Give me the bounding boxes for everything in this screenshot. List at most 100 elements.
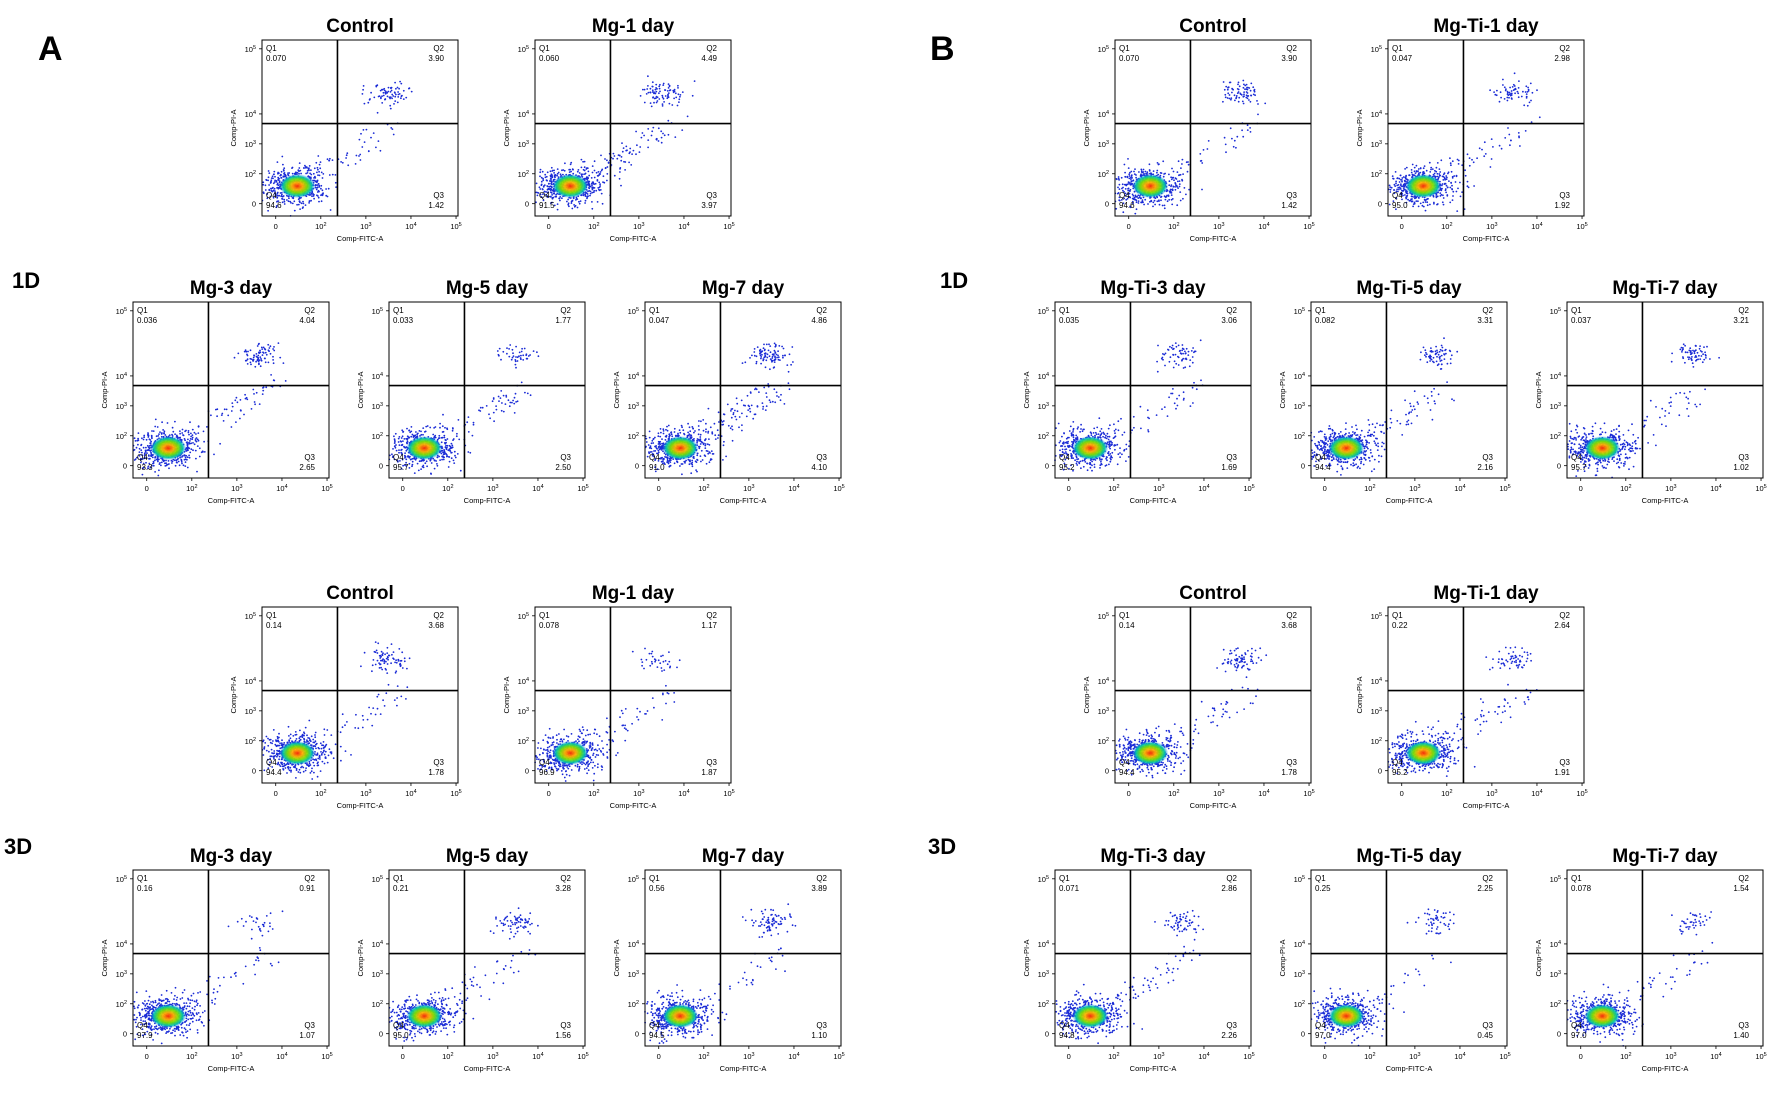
- quadrant-value-q2: 2.64: [1554, 621, 1570, 630]
- x-tick-label: 103: [743, 484, 754, 493]
- x-tick-label: 104: [1531, 222, 1542, 231]
- x-tick-label: 0: [1127, 789, 1131, 798]
- quadrant-value-q4: 94.5: [649, 1031, 665, 1040]
- density-hotspot: [1405, 741, 1442, 766]
- density-hotspot: [150, 1004, 187, 1029]
- quadrant-value-q3: 1.07: [299, 1031, 315, 1040]
- plot-title: Mg-7 day: [702, 846, 785, 867]
- quadrant-label-q2: Q2: [1286, 44, 1297, 53]
- y-tick-label: 104: [1550, 372, 1561, 381]
- row-label-b-1d: 1D: [940, 268, 968, 293]
- y-tick-label: 102: [1550, 432, 1561, 441]
- y-tick-label: 103: [1098, 707, 1109, 716]
- plot-title: Mg-5 day: [446, 278, 529, 299]
- quadrant-label-q4: Q4: [1119, 758, 1130, 767]
- quadrant-value-q2: 3.90: [1281, 54, 1297, 63]
- quadrant-label-q1: Q1: [1392, 611, 1403, 620]
- scatter-points: [1310, 908, 1455, 1047]
- plot-frame: [261, 39, 459, 217]
- quadrant-label-q1: Q1: [649, 874, 660, 883]
- x-tick-label: 103: [743, 1052, 754, 1061]
- y-tick-label: 0: [252, 767, 256, 776]
- x-tick-label: 102: [442, 1052, 453, 1061]
- quadrant-value-q4: 96.9: [539, 768, 555, 777]
- quadrant-value-q3: 1.02: [1733, 463, 1749, 472]
- y-tick-label: 0: [525, 767, 529, 776]
- x-tick-label: 102: [1620, 1052, 1631, 1061]
- quadrant-value-q3: 2.26: [1221, 1031, 1237, 1040]
- x-tick-label: 102: [1620, 484, 1631, 493]
- x-tick-label: 103: [487, 1052, 498, 1061]
- quadrant-value-q3: 1.87: [701, 768, 717, 777]
- y-axis-label: Comp-PI-A: [1022, 939, 1031, 976]
- x-tick-label: 105: [1243, 484, 1254, 493]
- x-tick-label: 102: [1441, 222, 1452, 231]
- quadrant-label-q3: Q3: [304, 1021, 315, 1030]
- x-tick-label: 102: [698, 1052, 709, 1061]
- x-tick-label: 105: [1576, 789, 1587, 798]
- quadrant-label-q4: Q4: [137, 1021, 148, 1030]
- y-axis-label: Comp-PI-A: [229, 676, 238, 713]
- quadrant-value-q1: 0.21: [393, 884, 409, 893]
- quadrant-value-q4: 95.2: [1392, 768, 1408, 777]
- x-tick-label: 105: [1499, 1052, 1510, 1061]
- x-tick-label: 0: [1579, 484, 1583, 493]
- plot-title: Mg-Ti-3 day: [1100, 278, 1206, 299]
- quadrant-value-q3: 1.42: [1281, 201, 1297, 210]
- quadrant-label-q1: Q1: [1571, 874, 1582, 883]
- x-tick-label: 102: [1108, 484, 1119, 493]
- x-tick-label: 0: [274, 789, 278, 798]
- quadrant-label-q2: Q2: [1482, 874, 1493, 883]
- quadrant-value-q1: 0.078: [539, 621, 560, 630]
- quadrant-label-q1: Q1: [649, 306, 660, 315]
- y-tick-label: 104: [1038, 940, 1049, 949]
- y-tick-label: 105: [1098, 45, 1109, 54]
- x-tick-label: 104: [405, 789, 416, 798]
- x-tick-label: 105: [833, 1052, 844, 1061]
- x-tick-label: 105: [833, 484, 844, 493]
- x-tick-label: 0: [1067, 484, 1071, 493]
- quadrant-value-q4: 95.2: [1059, 463, 1075, 472]
- y-tick-label: 102: [245, 170, 256, 179]
- quadrant-value-q1: 0.036: [137, 316, 158, 325]
- quadrant-value-q2: 3.68: [428, 621, 444, 630]
- y-tick-label: 102: [1038, 1000, 1049, 1009]
- plot-frame: [388, 869, 586, 1047]
- row-label-a-3d: 3D: [4, 834, 32, 859]
- quadrant-value-q1: 0.22: [1392, 621, 1408, 630]
- plot-title: Control: [1179, 16, 1247, 37]
- row-label-b-3d: 3D: [928, 834, 956, 859]
- y-axis-label: Comp-PI-A: [502, 676, 511, 713]
- quadrant-value-q2: 1.77: [555, 316, 571, 325]
- y-axis-label: Comp-PI-A: [1355, 676, 1364, 713]
- y-tick-label: 103: [372, 402, 383, 411]
- quadrant-label-q3: Q3: [1482, 453, 1493, 462]
- quadrant-label-q3: Q3: [1559, 191, 1570, 200]
- x-tick-label: 103: [633, 222, 644, 231]
- y-tick-label: 105: [518, 612, 529, 621]
- quadrant-value-q2: 3.06: [1221, 316, 1237, 325]
- quadrant-label-q2: Q2: [1738, 874, 1749, 883]
- y-tick-label: 104: [1098, 677, 1109, 686]
- y-tick-label: 102: [628, 432, 639, 441]
- y-tick-label: 103: [1371, 707, 1382, 716]
- x-axis-label: Comp-FITC-A: [464, 496, 511, 505]
- plot-frame: [1114, 39, 1312, 217]
- x-tick-label: 102: [1168, 222, 1179, 231]
- plot-frame: [1387, 606, 1585, 784]
- density-hotspot: [1328, 436, 1365, 461]
- quadrant-value-q4: 94.4: [266, 768, 282, 777]
- density-hotspot: [406, 1004, 443, 1029]
- y-axis-label: Comp-PI-A: [1022, 371, 1031, 408]
- y-tick-label: 105: [1038, 307, 1049, 316]
- x-tick-label: 0: [1323, 484, 1327, 493]
- quadrant-value-q4: 97.9: [137, 1031, 153, 1040]
- y-axis-label: Comp-PI-A: [1534, 371, 1543, 408]
- y-tick-label: 0: [635, 462, 639, 471]
- x-tick-label: 102: [442, 484, 453, 493]
- plot-title: Mg-Ti-5 day: [1356, 846, 1462, 867]
